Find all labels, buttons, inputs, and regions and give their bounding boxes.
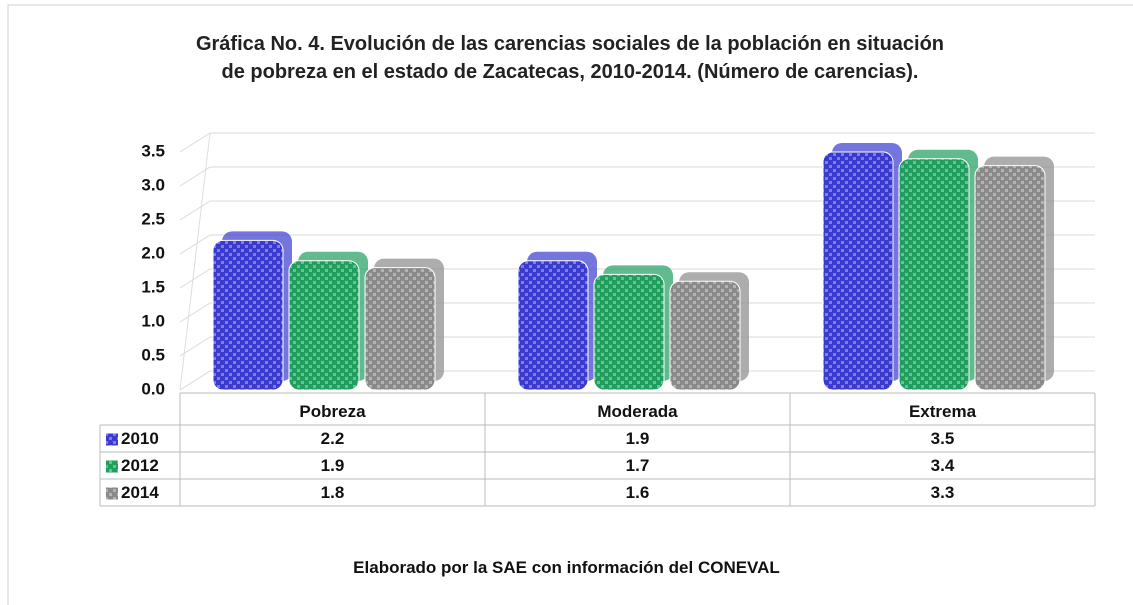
bar (593, 273, 665, 391)
bar-depth (832, 143, 902, 381)
source-note: Elaborado por la SAE con información del… (353, 558, 780, 577)
grid-diag (179, 234, 211, 255)
grid-diag (179, 166, 211, 187)
bar-depth (603, 265, 673, 381)
y-tick-label: 2.0 (141, 243, 165, 262)
grid-diag (179, 302, 211, 323)
legend-label: 2012 (121, 456, 159, 475)
x-tick-label: Moderada (597, 402, 678, 421)
y-tick-label: 2.5 (141, 209, 165, 228)
bar-depth (908, 149, 978, 381)
bar-texture (975, 165, 1045, 390)
bar-texture (670, 281, 740, 390)
y-tick-label: 0.5 (141, 345, 165, 364)
bar-depth (222, 231, 292, 381)
bar (669, 280, 741, 391)
bar-texture (518, 260, 588, 390)
legend-swatch-texture (106, 433, 118, 446)
table-value: 1.9 (321, 456, 345, 475)
bar-texture (899, 158, 969, 390)
bar (898, 158, 970, 391)
bar-texture (289, 260, 359, 390)
y-tick-label: 1.0 (141, 311, 165, 330)
grid-diag (179, 132, 211, 153)
bar (212, 239, 284, 391)
bar-depth (298, 251, 368, 381)
grid-diag (179, 370, 211, 391)
legend-label: 2014 (121, 483, 159, 502)
x-tick-label: Extrema (909, 402, 977, 421)
bar-texture (213, 240, 283, 390)
x-tick-label: Pobreza (299, 402, 366, 421)
legend-swatch (106, 487, 118, 500)
y-tick-label: 0.0 (141, 379, 165, 398)
bar-depth (374, 258, 444, 381)
bar-texture (823, 152, 893, 390)
bar-texture (365, 267, 435, 390)
legend-swatch (106, 433, 118, 446)
bar (364, 267, 436, 391)
table-value: 1.8 (321, 483, 345, 502)
table-value: 3.4 (931, 456, 955, 475)
bar (974, 165, 1046, 391)
legend-swatch-texture (106, 487, 118, 500)
bar-depth (679, 272, 749, 381)
grid-diag (179, 200, 211, 221)
grid-diag (179, 268, 211, 289)
grid-diag (179, 336, 211, 357)
y-tick-label: 3.0 (141, 175, 165, 194)
table-value: 3.3 (931, 483, 955, 502)
bar (822, 151, 894, 391)
bar-depth (984, 156, 1054, 381)
table-value: 2.2 (321, 429, 345, 448)
y-tick-label: 3.5 (141, 141, 165, 160)
chart-title: Gráfica No. 4. Evolución de las carencia… (195, 33, 945, 83)
legend-swatch (106, 460, 118, 473)
table-value: 1.7 (626, 456, 650, 475)
axis-wall (179, 132, 211, 391)
table-value: 1.9 (626, 429, 650, 448)
chart-border (7, 4, 1133, 605)
y-tick-label: 1.5 (141, 277, 165, 296)
legend-swatch-texture (106, 460, 118, 473)
bar (517, 260, 589, 391)
bar-texture (594, 274, 664, 390)
bar-depth (527, 251, 597, 381)
bar (288, 260, 360, 391)
table-value: 3.5 (931, 429, 955, 448)
table-value: 1.6 (626, 483, 650, 502)
legend-label: 2010 (121, 429, 159, 448)
